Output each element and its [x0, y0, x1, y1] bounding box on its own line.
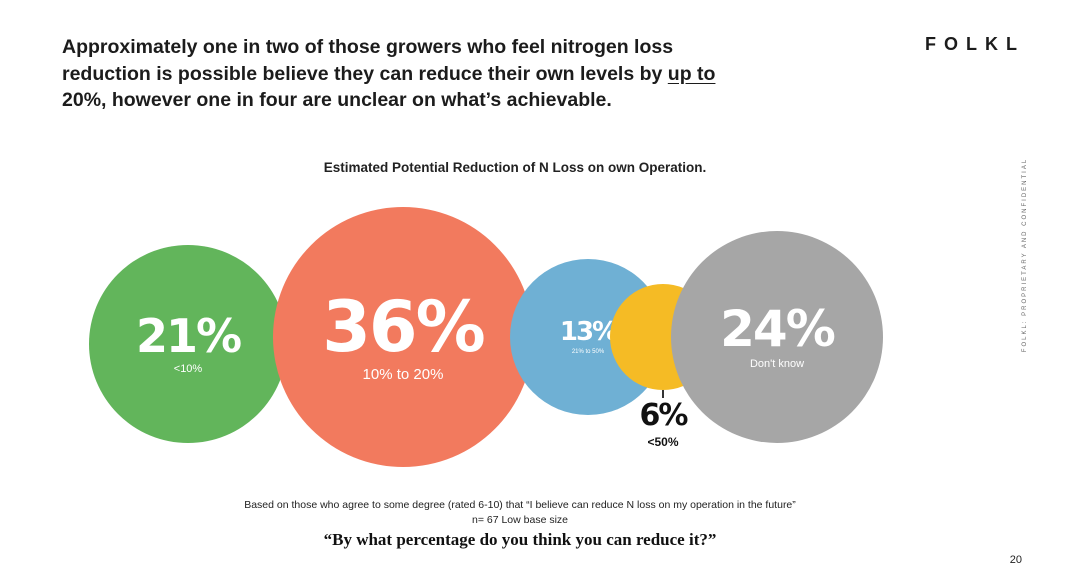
bubble-value: 36% — [322, 285, 486, 368]
sample-size-note: n= 67 Low base size — [471, 514, 569, 526]
headline-text-2: 20%, however one in four are unclear on … — [62, 89, 612, 111]
callout-connector — [662, 390, 664, 398]
page-number: 20 — [1009, 554, 1022, 566]
headline-underlined: up to — [667, 62, 716, 85]
brand-logo: FOLKL — [925, 34, 1025, 54]
chart-title: Estimated Potential Reduction of N Loss … — [323, 160, 707, 175]
bubble-category: 21% to 50% — [571, 348, 605, 355]
side-confidential: FOLKL: PROPRIETARY AND CONFIDENTIAL — [1019, 157, 1031, 353]
bubble-value: 13% — [559, 316, 618, 347]
bubble-10: 21% <10% — [88, 244, 288, 444]
callout-category: <50% — [647, 435, 679, 449]
bubble-value: 24% — [720, 299, 836, 358]
bubble-don-t-know: 24% Don't know — [670, 230, 884, 444]
headline-text-1: Approximately one in two of those grower… — [62, 36, 674, 85]
headline: Approximately one in two of those grower… — [62, 34, 722, 114]
callout-value: 6% — [639, 398, 689, 433]
callout-label: 6% <50% — [633, 398, 693, 450]
survey-question: “By what percentage do you think you can… — [323, 530, 717, 549]
base-note: Based on those who agree to some degree … — [244, 499, 796, 511]
bubble-category: <10% — [173, 362, 203, 375]
bubble-category: 10% to 20% — [362, 365, 444, 383]
bubble-10-to-20: 36% 10% to 20% — [273, 207, 533, 467]
side-confidential-text: FOLKL: PROPRIETARY AND CONFIDENTIAL — [1022, 157, 1028, 353]
bubble-value: 21% — [135, 308, 242, 363]
bubble-category: Don't know — [749, 357, 805, 370]
